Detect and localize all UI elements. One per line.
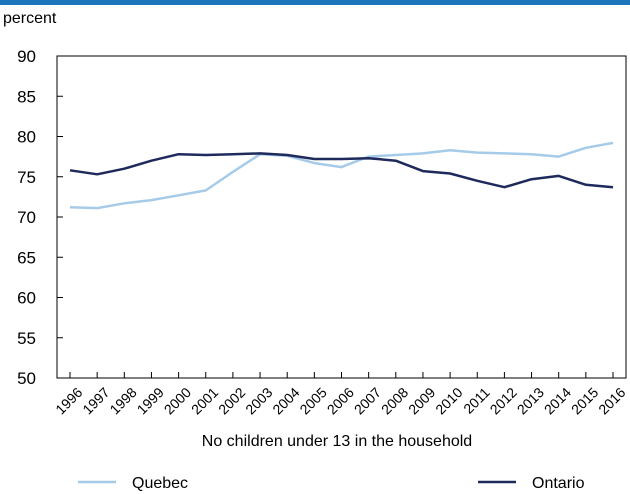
y-tick-label: 70 <box>17 208 36 227</box>
x-tick-label: 2005 <box>296 384 329 417</box>
x-tick-label: 2004 <box>269 384 302 417</box>
legend: Quebec Ontario <box>78 475 585 492</box>
y-axis-label: percent <box>3 10 57 27</box>
x-tick-label: 2009 <box>405 384 438 417</box>
x-tick-label: 2003 <box>242 384 275 417</box>
plot-frame <box>56 55 627 379</box>
top-rule <box>0 0 630 5</box>
x-tick-label: 2000 <box>161 384 194 417</box>
x-tick-label: 2014 <box>541 384 574 417</box>
x-axis-ticks: 1996199719981999200020012002200320042005… <box>52 372 629 418</box>
x-tick-label: 2001 <box>188 384 221 417</box>
x-tick-label: 2012 <box>487 384 520 417</box>
y-tick-label: 65 <box>17 248 36 267</box>
y-axis-ticks: 50 55 60 65 70 75 80 85 90 <box>17 47 63 388</box>
x-tick-label: 2016 <box>595 384 628 417</box>
x-tick-label: 1996 <box>52 384 85 417</box>
y-tick-label: 55 <box>17 329 36 348</box>
x-tick-label: 2013 <box>514 384 547 417</box>
y-tick-label: 60 <box>17 289 36 308</box>
x-tick-label: 1999 <box>134 384 167 417</box>
y-tick-label: 75 <box>17 168 36 187</box>
y-tick-label: 85 <box>17 87 36 106</box>
series-lines <box>69 141 614 210</box>
y-tick-label: 50 <box>17 369 36 388</box>
x-tick-label: 2006 <box>324 384 357 417</box>
legend-label-ontario: Ontario <box>532 475 585 492</box>
x-tick-label: 2010 <box>432 384 465 417</box>
x-tick-label: 2015 <box>568 384 601 417</box>
x-tick-label: 1997 <box>79 384 112 417</box>
x-tick-label: 1998 <box>106 384 139 417</box>
legend-label-quebec: Quebec <box>132 475 188 492</box>
y-tick-label: 80 <box>17 128 36 147</box>
x-axis-label: No children under 13 in the household <box>202 433 472 450</box>
x-tick-label: 2008 <box>378 384 411 417</box>
x-tick-label: 2002 <box>215 384 248 417</box>
series-line-ontario <box>69 152 614 189</box>
series-line-quebec <box>69 141 614 210</box>
x-tick-label: 2011 <box>460 384 493 417</box>
x-tick-label: 2007 <box>351 384 384 417</box>
y-tick-label: 90 <box>17 47 36 66</box>
